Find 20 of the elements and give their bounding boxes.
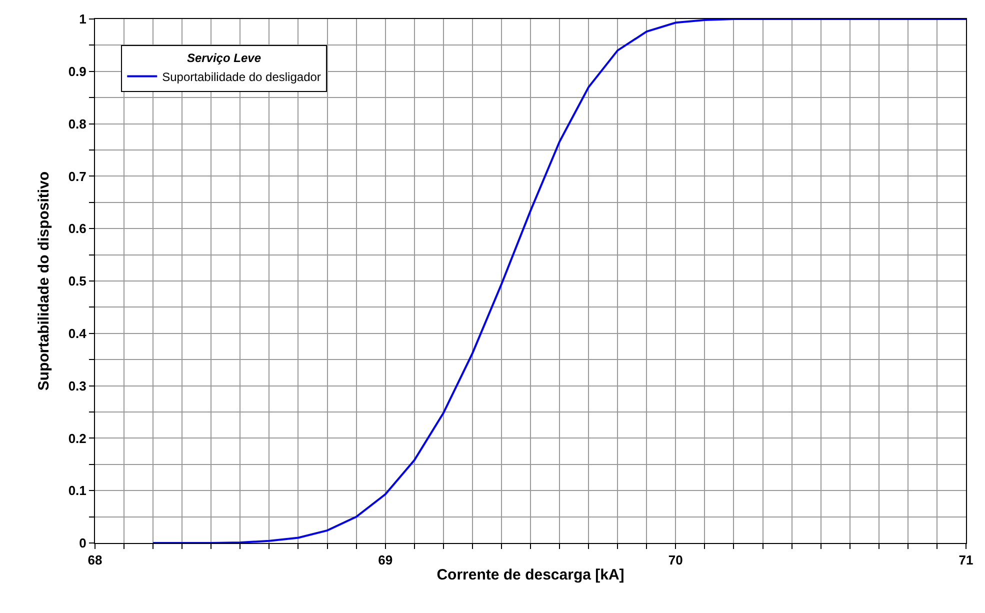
y-tick-label: 0.4 [68,326,88,341]
y-tick-label: 0.9 [68,64,86,79]
y-tick-label: 0.5 [68,274,86,289]
y-tick-label: 0.3 [68,378,86,394]
x-tick-label: 68 [88,552,102,568]
y-tick-label: 0.6 [68,221,86,236]
y-tick-label: 1 [79,12,86,27]
x-axis-title: Corrente de descarga [kA] [436,566,624,584]
x-tick-label: 69 [378,552,393,568]
legend-title: Serviço Leve [186,50,262,65]
x-tick-label: 71 [958,552,974,568]
y-tick-label: 0.8 [68,116,86,132]
y-axis-title: Suportabilidade do dispositivo [36,171,53,391]
y-tick-label: 0 [79,536,86,551]
legend-label: Suportabilidade do desligador [162,70,321,84]
y-tick-label: 0.2 [68,430,86,446]
line-series [152,19,966,543]
x-tick-label: 70 [668,552,683,568]
y-tick-label: 0.7 [68,168,86,184]
y-tick-label: 0.1 [68,483,86,498]
